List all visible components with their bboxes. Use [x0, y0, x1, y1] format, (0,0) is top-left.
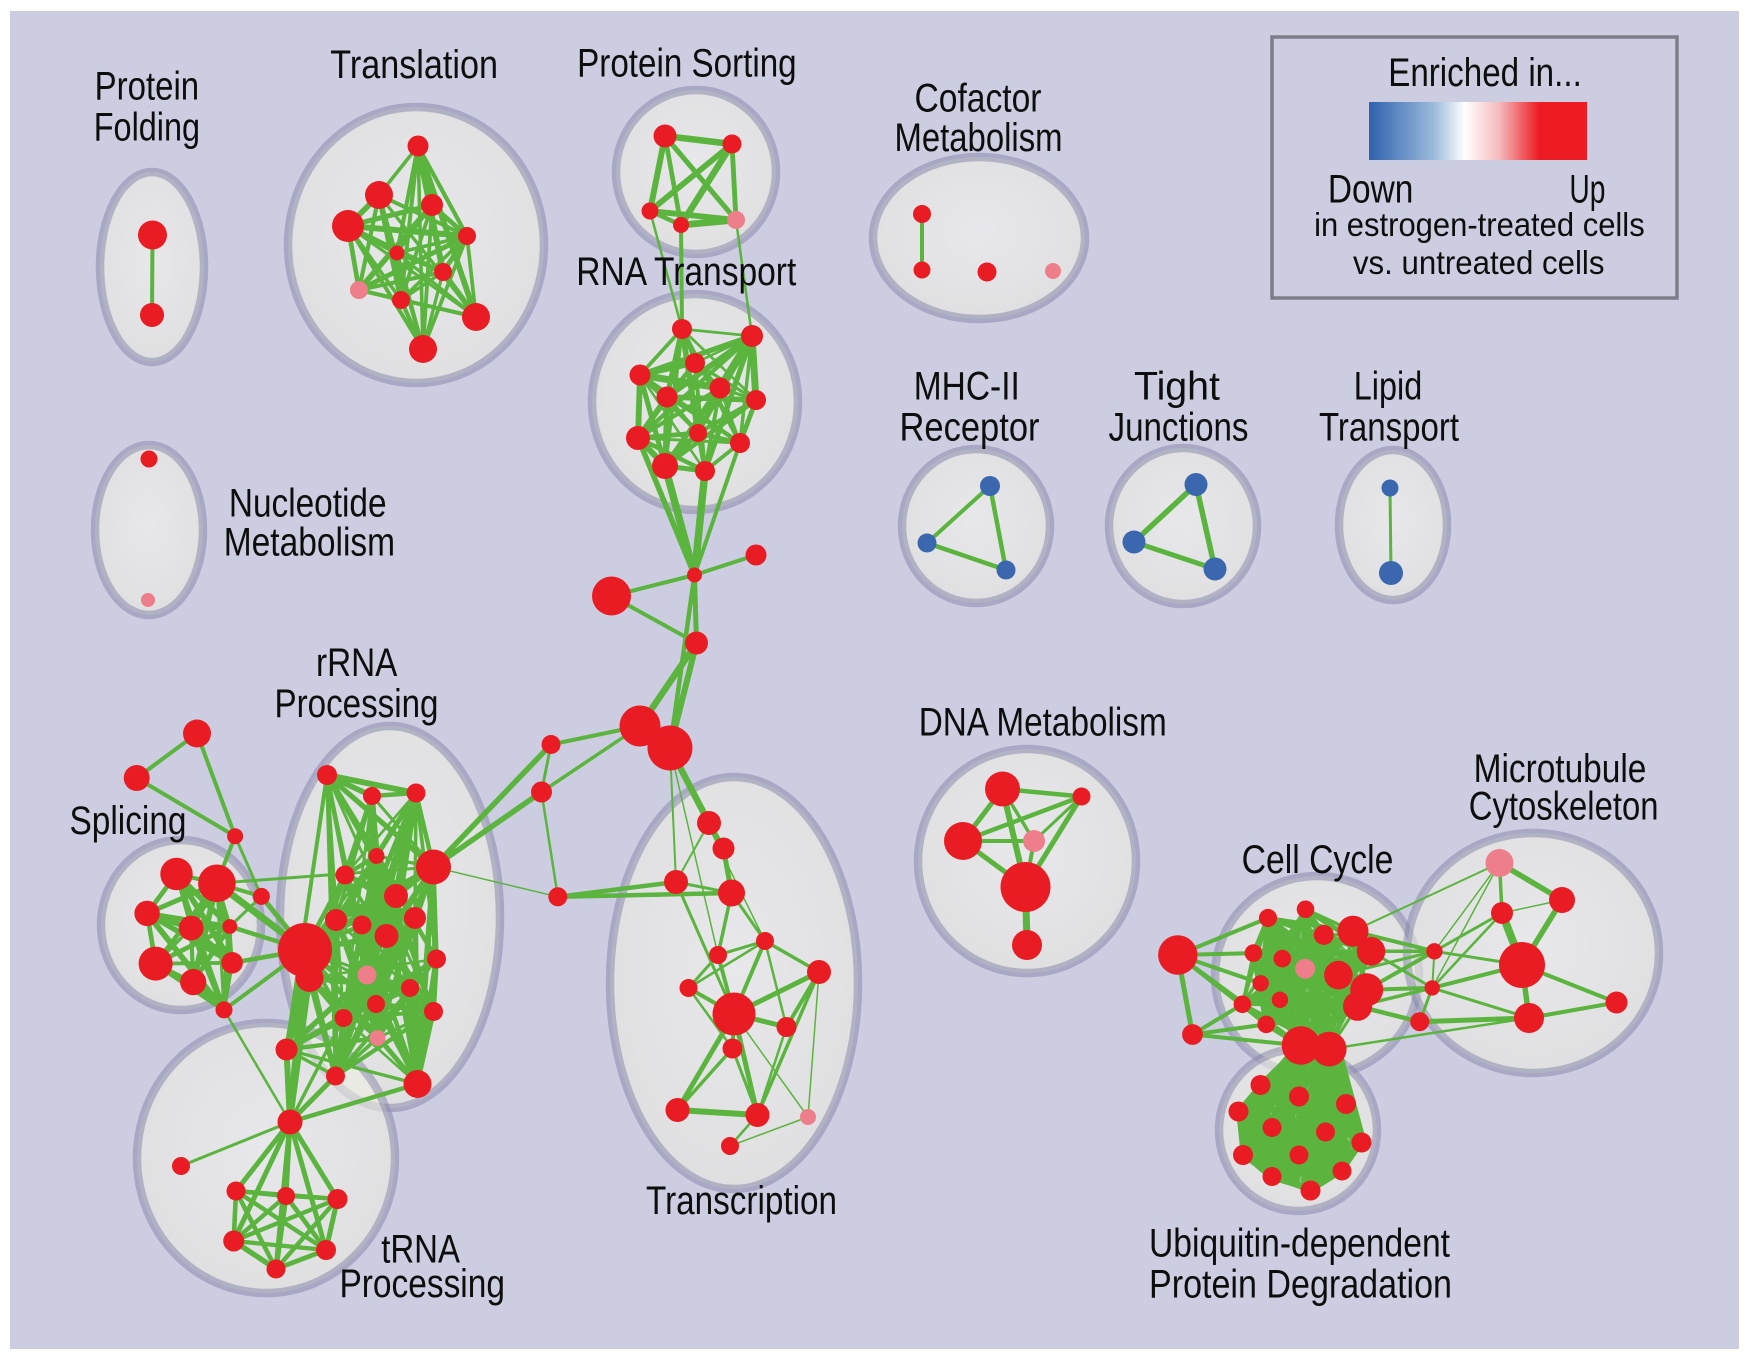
svg-text:Enriched in...: Enriched in... — [1388, 51, 1582, 95]
svg-text:Junctions: Junctions — [1109, 405, 1249, 449]
svg-text:Protein Sorting: Protein Sorting — [577, 42, 797, 86]
svg-text:Processing: Processing — [339, 1262, 505, 1306]
svg-text:MHC-II: MHC-II — [914, 365, 1020, 409]
svg-text:Receptor: Receptor — [900, 405, 1040, 449]
svg-text:Folding: Folding — [94, 106, 200, 150]
svg-text:Lipid: Lipid — [1354, 365, 1422, 409]
svg-text:Metabolism: Metabolism — [224, 520, 395, 564]
svg-text:Splicing: Splicing — [70, 799, 187, 843]
svg-text:RNA Transport: RNA Transport — [576, 250, 796, 294]
svg-text:Protein Degradation: Protein Degradation — [1149, 1262, 1452, 1306]
svg-text:Cytoskeleton: Cytoskeleton — [1469, 785, 1659, 829]
svg-text:Nucleotide: Nucleotide — [229, 482, 387, 526]
svg-text:Protein: Protein — [95, 65, 200, 109]
svg-text:Translation: Translation — [330, 43, 498, 87]
svg-text:Down: Down — [1328, 167, 1414, 211]
svg-text:Tight: Tight — [1134, 365, 1220, 409]
svg-text:Cofactor: Cofactor — [915, 77, 1042, 121]
svg-text:rRNA: rRNA — [316, 641, 398, 685]
svg-text:tRNA: tRNA — [381, 1228, 460, 1272]
svg-text:DNA Metabolism: DNA Metabolism — [919, 700, 1167, 744]
svg-text:Transport: Transport — [1319, 405, 1459, 449]
svg-text:in estrogen-treated cells: in estrogen-treated cells — [1314, 206, 1645, 243]
svg-text:Transcription: Transcription — [646, 1179, 837, 1223]
svg-text:Processing: Processing — [275, 682, 439, 726]
svg-text:Ubiquitin-dependent: Ubiquitin-dependent — [1149, 1221, 1450, 1265]
svg-text:vs. untreated cells: vs. untreated cells — [1353, 244, 1605, 281]
svg-text:Cell Cycle: Cell Cycle — [1242, 838, 1394, 882]
svg-text:Metabolism: Metabolism — [895, 116, 1063, 160]
svg-text:Microtubule: Microtubule — [1474, 747, 1647, 791]
svg-text:Up: Up — [1569, 167, 1605, 211]
